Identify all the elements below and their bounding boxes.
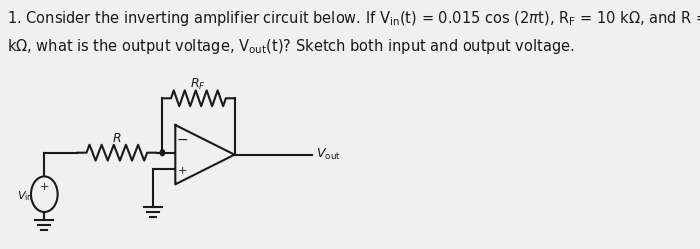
Text: R$_F$: R$_F$ — [190, 77, 206, 92]
Text: −: − — [177, 133, 188, 147]
Text: +: + — [178, 167, 188, 177]
Text: V$_{\rm out}$: V$_{\rm out}$ — [316, 147, 341, 162]
Text: 1. Consider the inverting amplifier circuit below. If V$_{\rm in}$(t) = 0.015 co: 1. Consider the inverting amplifier circ… — [7, 9, 700, 28]
Text: k$\Omega$, what is the output voltage, V$_{\rm out}$(t)? Sketch both input and o: k$\Omega$, what is the output voltage, V… — [7, 37, 575, 56]
Text: V$_{\rm in}$: V$_{\rm in}$ — [17, 189, 33, 203]
Text: +: + — [40, 182, 49, 192]
Circle shape — [160, 150, 164, 156]
Text: R: R — [113, 132, 121, 145]
